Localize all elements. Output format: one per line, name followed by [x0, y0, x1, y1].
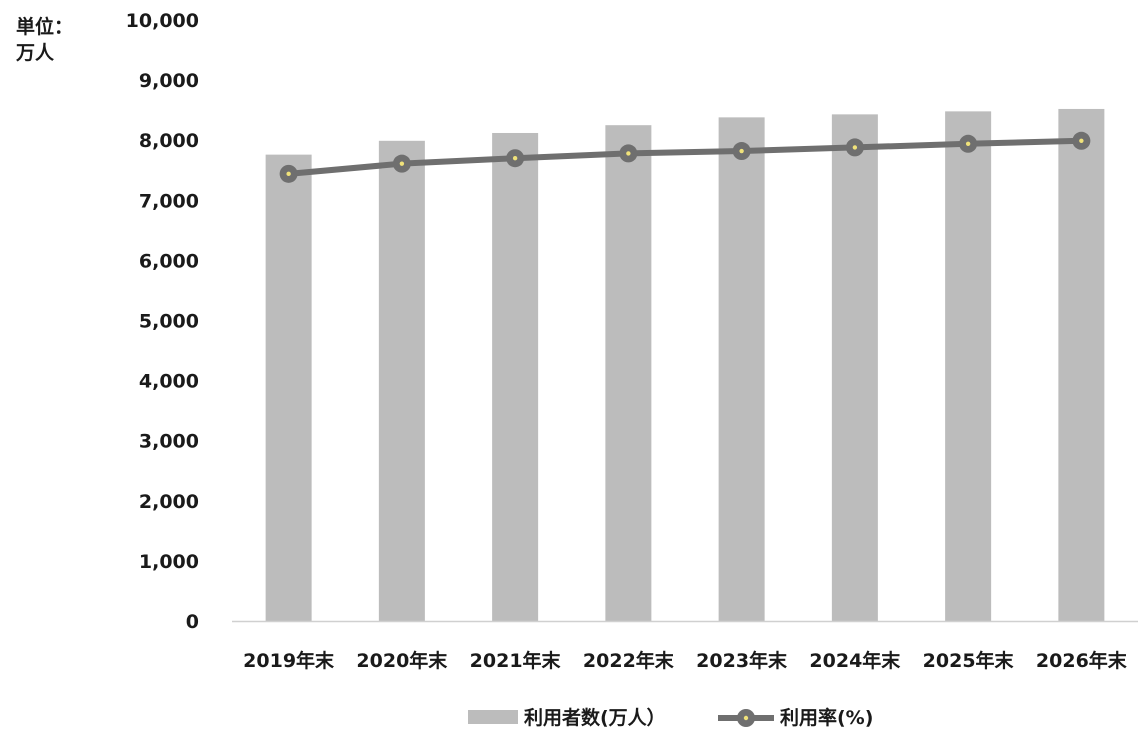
- line-point-dot: [399, 161, 405, 166]
- bar: [1058, 108, 1105, 621]
- unit-label-line-1: 単位：: [16, 16, 74, 38]
- x-tick-label: 2024年末: [809, 649, 901, 672]
- x-tick-label: 2026年末: [1036, 649, 1128, 672]
- bar: [378, 140, 425, 621]
- x-tick-label: 2022年末: [583, 649, 675, 672]
- y-tick-label: 7,000: [139, 190, 199, 212]
- y-tick-label: 3,000: [139, 431, 199, 453]
- y-tick-label: 10,000: [126, 10, 199, 32]
- y-tick-label: 5,000: [139, 311, 199, 333]
- unit-label: 単位： 万人: [16, 14, 73, 66]
- bar: [492, 132, 539, 621]
- legend-swatch-bar: [468, 710, 518, 724]
- y-tick-label: 4,000: [139, 371, 199, 393]
- y-tick-label: 1,000: [139, 551, 199, 573]
- line-point-dot: [739, 148, 744, 154]
- x-tick-label: 2025年末: [923, 649, 1015, 672]
- unit-label-line-2: 万人: [16, 42, 55, 64]
- bar: [945, 111, 992, 622]
- bar: [605, 125, 652, 622]
- line-point-dot: [626, 151, 631, 156]
- x-tick-label: 2019年末: [243, 649, 335, 672]
- line-point-dot: [1079, 138, 1084, 144]
- line-point-dot: [852, 145, 858, 150]
- line-point-dot: [286, 171, 291, 177]
- y-tick-label: 2,000: [139, 491, 199, 513]
- legend-label-line: 利用率(%): [780, 706, 873, 729]
- x-tick-label: 2021年末: [470, 649, 562, 672]
- bar: [831, 114, 878, 622]
- y-tick-label: 6,000: [139, 250, 199, 272]
- bar: [718, 117, 765, 621]
- y-tick-label: 8,000: [139, 130, 199, 152]
- x-tick-label: 2023年末: [696, 649, 788, 672]
- bar: [265, 154, 312, 621]
- line-point-dot: [965, 141, 971, 147]
- x-tick-label: 2020年末: [356, 649, 448, 672]
- y-tick-label: 0: [186, 611, 199, 633]
- line-point-dot: [512, 156, 518, 161]
- line-series: [288, 137, 1082, 177]
- y-tick-label: 9,000: [139, 70, 199, 92]
- legend-swatch-marker-dot: [743, 715, 749, 721]
- legend-label-bar: 利用者数(万人）: [524, 706, 666, 729]
